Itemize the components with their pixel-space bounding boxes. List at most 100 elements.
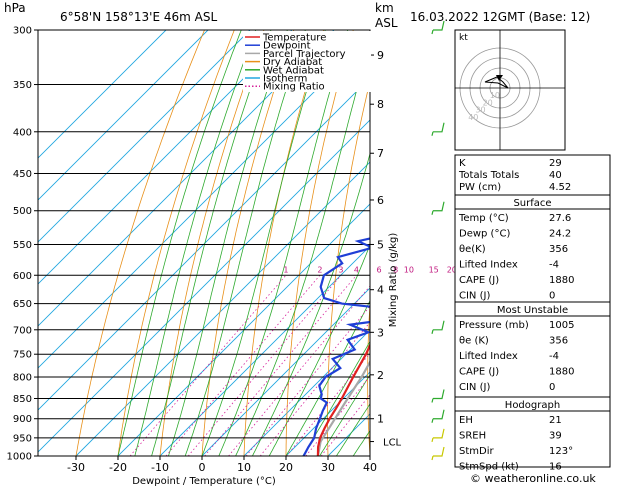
table-row-value: 39 bbox=[549, 431, 562, 442]
table-row-label: Lifted Index bbox=[459, 351, 518, 362]
table-row-value: 29 bbox=[549, 158, 562, 169]
mixing-ratio-lines bbox=[129, 275, 370, 456]
table-box bbox=[454, 396, 611, 468]
table-row-value: 21 bbox=[549, 415, 562, 426]
isotherm-line bbox=[38, 119, 370, 453]
wet-adiabat-line bbox=[336, 403, 370, 456]
isotherm-line bbox=[38, 30, 335, 327]
pressure-tick-label: 300 bbox=[13, 26, 32, 37]
table-row-label: PW (cm) bbox=[459, 182, 501, 193]
pressure-tick-label: 550 bbox=[13, 240, 32, 251]
mixing-ratio-label: 20 bbox=[447, 265, 457, 274]
table-box bbox=[454, 301, 611, 398]
km-label: km bbox=[375, 1, 394, 15]
storm-motion-marker bbox=[496, 75, 503, 81]
legend-label: Temperature bbox=[262, 33, 326, 44]
dry-adiabat-line bbox=[617, 30, 629, 456]
credit-text: © weatheronline.co.uk bbox=[470, 472, 596, 485]
legend-label: Dry Adiabat bbox=[263, 57, 322, 68]
mixing-ratio-label: 4 bbox=[354, 265, 359, 274]
table-row-label: CIN (J) bbox=[459, 382, 490, 393]
table-title: Most Unstable bbox=[497, 305, 568, 316]
wet-adiabat-line bbox=[151, 30, 272, 456]
dry-adiabat-line bbox=[407, 30, 443, 456]
hodograph-ring-label: 40 bbox=[468, 113, 478, 122]
hodograph-kt-label: kt bbox=[459, 33, 468, 43]
wind-barb bbox=[431, 389, 445, 403]
isotherm-line bbox=[75, 161, 370, 456]
mixing-ratio-label: 1 bbox=[283, 265, 288, 274]
wind-barbs bbox=[431, 20, 445, 461]
pressure-tick-label: 650 bbox=[13, 299, 32, 310]
plot-frame bbox=[37, 29, 371, 457]
table-row-value: 1880 bbox=[549, 275, 574, 286]
km-tick-label: 1 bbox=[377, 413, 384, 426]
table-title: Hodograph bbox=[505, 400, 560, 411]
wind-barb bbox=[431, 428, 445, 442]
mixing-ratio-line bbox=[204, 275, 357, 456]
hodograph-ring-label: 30 bbox=[475, 106, 485, 115]
table-row-value: 0 bbox=[549, 382, 555, 393]
table-row-value: -4 bbox=[549, 351, 559, 362]
table-row-value: 24.2 bbox=[549, 229, 571, 240]
isobars bbox=[38, 30, 370, 456]
table-row-label: θe (K) bbox=[459, 336, 489, 347]
table-row-label: StmDir bbox=[459, 446, 494, 457]
km-tick-label: 2 bbox=[377, 369, 384, 382]
wind-barb bbox=[431, 122, 445, 136]
pressure-tick-label: 600 bbox=[13, 271, 32, 282]
table-row-value: 0 bbox=[549, 291, 555, 302]
table-row-value: 1880 bbox=[549, 367, 574, 378]
table-row-label: K bbox=[459, 158, 466, 169]
table-row-label: StmSpd (kt) bbox=[459, 462, 519, 473]
pressure-tick-label: 950 bbox=[13, 433, 32, 444]
pressure-tick-label: 400 bbox=[13, 127, 32, 138]
isotherm-line bbox=[201, 287, 370, 456]
parcel-trajectory-line bbox=[316, 359, 370, 456]
table-row-label: θe(K) bbox=[459, 244, 486, 255]
table-row-label: SREH bbox=[459, 431, 486, 442]
table-row-label: Temp (°C) bbox=[458, 213, 509, 224]
lcl-label: LCL bbox=[383, 438, 402, 449]
table-row-label: EH bbox=[459, 415, 473, 426]
wind-barb bbox=[431, 446, 445, 461]
mixing-ratio-label: 6 bbox=[377, 265, 382, 274]
temperature-tick-label: -30 bbox=[67, 461, 85, 474]
table-row-value: 40 bbox=[549, 170, 562, 181]
temperature-tick-label: -10 bbox=[151, 461, 169, 474]
isotherm-line bbox=[38, 30, 251, 243]
km-tick-label: 8 bbox=[377, 98, 384, 111]
wind-barb bbox=[431, 20, 445, 35]
mixing-ratio-label: 10 bbox=[404, 265, 414, 274]
temperature-axis: -30 -20 -10 0 10 20 30 40 bbox=[67, 456, 377, 474]
wind-barb bbox=[431, 320, 445, 334]
table-row-value: 16 bbox=[549, 462, 562, 473]
wind-barb bbox=[431, 201, 445, 215]
table-row-label: Dewp (°C) bbox=[459, 229, 510, 240]
dry-adiabat-line bbox=[367, 296, 370, 456]
temperature-tick-label: 20 bbox=[279, 461, 293, 474]
wet-adiabat-line bbox=[268, 243, 370, 456]
isotherm-line bbox=[243, 329, 370, 456]
km-tick-label: 6 bbox=[377, 194, 384, 207]
mixing-ratio-label: 3 bbox=[338, 265, 343, 274]
pressure-tick-label: 450 bbox=[13, 169, 32, 180]
table-row-label: CIN (J) bbox=[459, 291, 490, 302]
stats-tables: K 29 Totals Totals 40 PW (cm) 4.52 Surface Temp… bbox=[454, 154, 611, 473]
mixing-ratio-axis-label: Mixing Ratio (g/kg) bbox=[388, 233, 399, 328]
dry-adiabat-line bbox=[117, 30, 235, 456]
table-row-label: Totals Totals bbox=[458, 170, 519, 181]
km-tick-label: 9 bbox=[377, 49, 384, 62]
km-tick-label: 7 bbox=[377, 147, 384, 160]
legend-label: Wet Adiabat bbox=[263, 65, 324, 76]
isotherm-line bbox=[38, 30, 209, 201]
legend-label: Parcel Trajectory bbox=[263, 49, 346, 60]
isotherm-line bbox=[38, 30, 293, 285]
pressure-tick-label: 700 bbox=[13, 325, 32, 336]
hodograph-ring-label: 10 bbox=[490, 91, 500, 100]
mixing-ratio-label: 15 bbox=[429, 265, 439, 274]
